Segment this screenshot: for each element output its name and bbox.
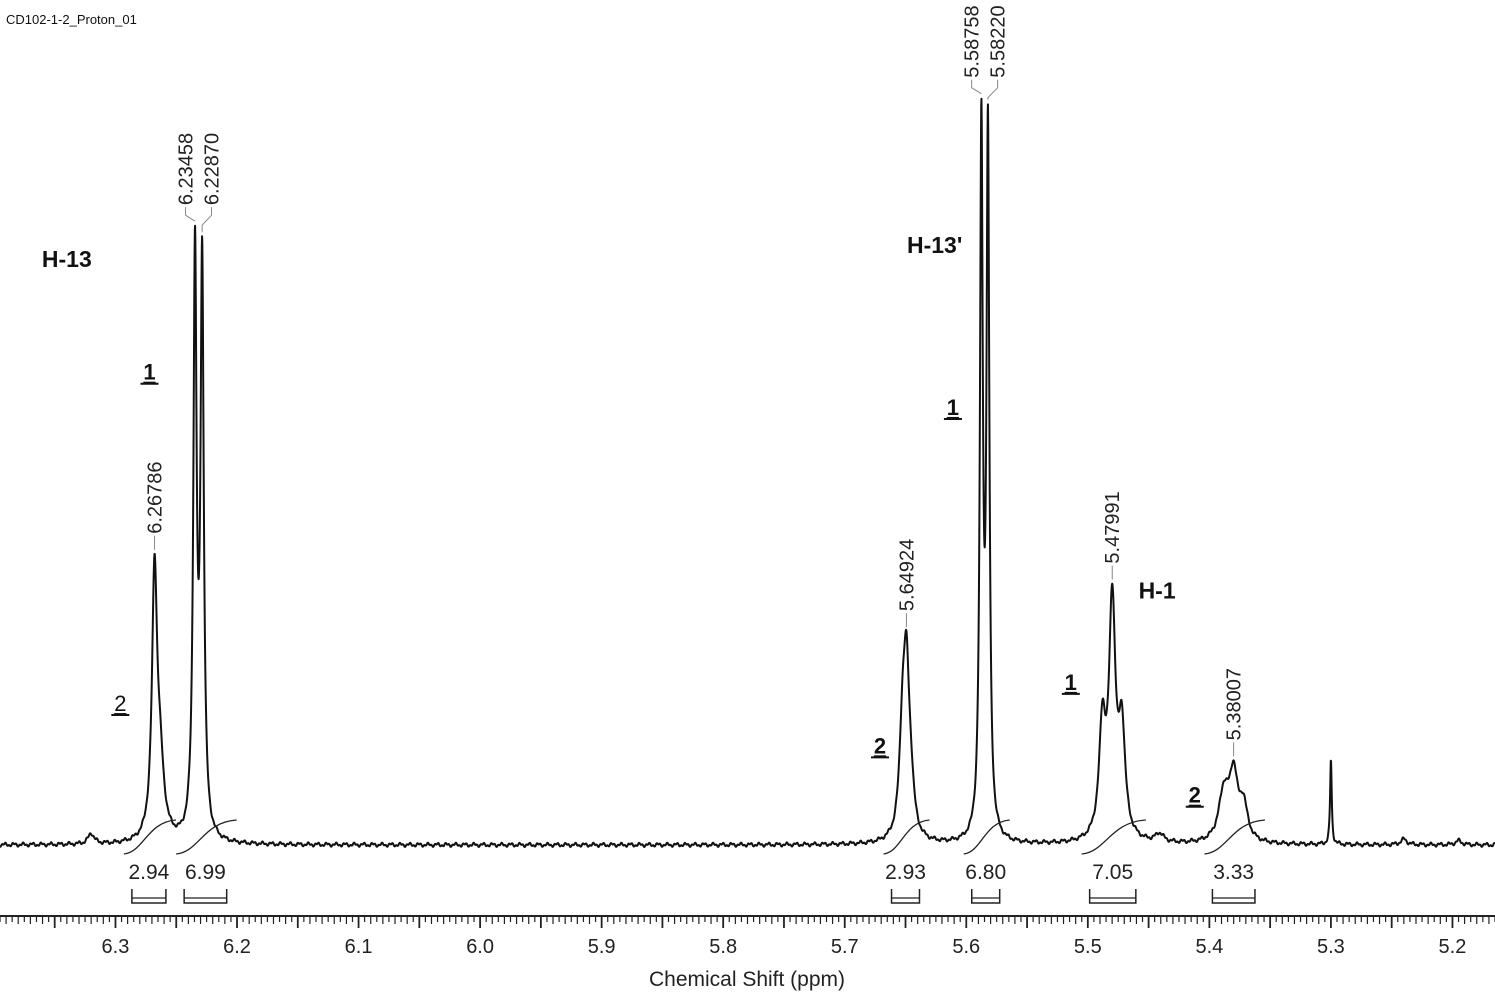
peak-label-leader — [185, 207, 196, 222]
x-tick-label: 6.0 — [466, 936, 494, 958]
peak-label-layer: 6.26786 6.23458 6.22870 5.64924 5.58758 5.582… — [145, 5, 1246, 757]
peak-label: 5.47991 — [1102, 491, 1124, 563]
compound-label: 2 — [1189, 783, 1201, 808]
integral-curve — [176, 819, 237, 855]
peak-label-leader — [987, 79, 999, 100]
integral-layer: 2.94 6.99 2.93 6.80 7.05 3.33 — [128, 861, 1256, 904]
integral-curve — [1204, 819, 1265, 855]
spectrum-layer — [0, 97, 1495, 848]
x-axis-label: Chemical Shift (ppm) — [649, 968, 845, 991]
x-tick-label: 5.8 — [709, 936, 737, 958]
integral-value: 6.99 — [185, 861, 226, 884]
peak-label: 6.22870 — [202, 133, 224, 205]
compound-label: 1 — [1065, 670, 1077, 695]
compound-label: 1 — [143, 360, 155, 385]
x-tick-label: 5.5 — [1074, 936, 1102, 958]
x-tick-label: 6.1 — [345, 936, 373, 958]
x-tick-label: 6.3 — [102, 936, 130, 958]
integral-value: 3.33 — [1213, 861, 1254, 884]
integral-curve-layer — [123, 819, 1265, 855]
spectrum-trace — [0, 97, 1495, 848]
peak-label: 5.58220 — [988, 5, 1010, 77]
integral-curve — [1081, 819, 1146, 855]
peak-label: 5.58758 — [962, 5, 984, 77]
peak-label: 6.23458 — [176, 133, 198, 205]
x-tick-label: 5.4 — [1195, 936, 1223, 958]
integral-bracket — [890, 889, 921, 904]
integral-curve — [123, 819, 176, 855]
x-tick-label: 5.6 — [952, 936, 980, 958]
x-axis: 6.3 6.2 6.1 6.0 5.9 5.8 5.7 5.6 5.5 5.4 5.3 5.2 — [0, 915, 1495, 958]
x-tick-label: 5.3 — [1317, 936, 1345, 958]
integral-bracket — [971, 889, 1001, 904]
experiment-title: CD102-1-2_Proton_01 — [6, 12, 137, 27]
integral-curve — [883, 819, 930, 855]
integral-bracket — [183, 889, 228, 904]
integral-curve — [963, 819, 1010, 855]
integral-value: 7.05 — [1092, 861, 1133, 884]
integral-bracket — [1211, 889, 1256, 904]
compound-label: 1 — [947, 395, 959, 420]
x-tick-label: 5.2 — [1439, 936, 1467, 958]
integral-value: 2.93 — [885, 861, 926, 884]
assignment-label: H-13' — [907, 232, 962, 258]
annotation-layer: H-13 1 2 H-13' 1 2 1 H-1 2 — [42, 232, 1204, 808]
peak-label: 5.38007 — [1224, 668, 1246, 740]
peak-label: 5.64924 — [896, 539, 918, 611]
integral-bracket — [131, 889, 167, 904]
x-tick-label: 5.7 — [831, 936, 859, 958]
integral-value: 2.94 — [128, 861, 169, 884]
compound-label: 2 — [874, 733, 886, 758]
assignment-label: H-1 — [1139, 577, 1176, 603]
integral-value: 6.80 — [965, 861, 1006, 884]
peak-label: 6.26786 — [145, 461, 167, 533]
integral-bracket — [1088, 889, 1137, 904]
assignment-label: H-13 — [42, 246, 92, 272]
peak-label-leader — [971, 79, 982, 95]
x-tick-label: 5.9 — [588, 936, 616, 958]
x-tick-label: 6.2 — [223, 936, 251, 958]
peak-label-leader — [201, 207, 213, 233]
compound-label: 2 — [114, 691, 126, 716]
